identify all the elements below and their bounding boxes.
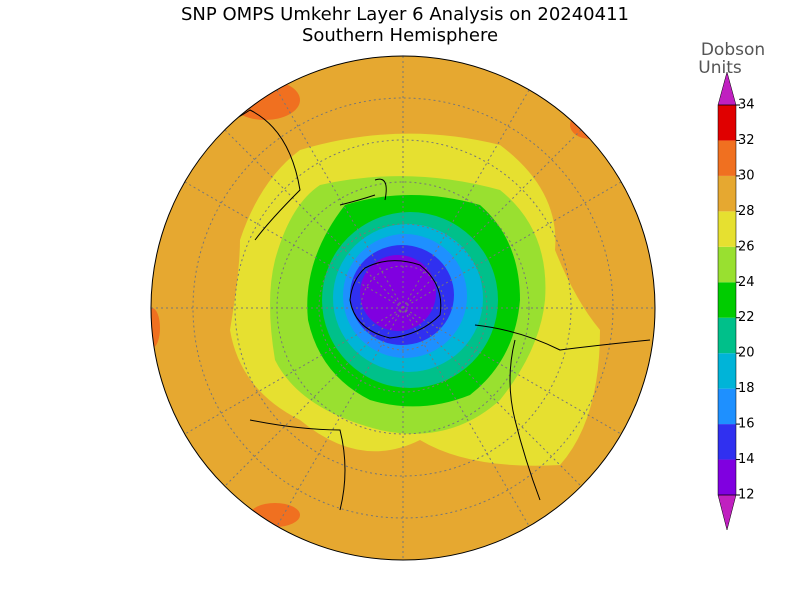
colorbar-tick-label: 20: [738, 346, 755, 361]
colorbar-bin: [718, 459, 736, 495]
colorbar-bin: [718, 140, 736, 176]
colorbar-bin: [718, 105, 736, 141]
colorbar-bin: [718, 175, 736, 212]
colorbar-tick-label: 32: [738, 133, 755, 148]
colorbar-tick-label: 22: [738, 310, 755, 325]
colorbar-tick-label: 34: [738, 98, 755, 113]
colorbar-bin: [718, 388, 736, 425]
coastline: [179, 109, 651, 511]
subtitle: Southern Hemisphere: [302, 25, 498, 46]
colorbar-bin: [718, 282, 736, 318]
map-border: [150, 55, 656, 561]
colorbar-bin: [718, 211, 736, 247]
colorbar-label: Units: [698, 58, 742, 78]
colorbar-tick-label: 12: [738, 488, 755, 503]
colorbar-tick-label: 26: [738, 239, 755, 254]
colorbar-tick-label: 28: [738, 204, 755, 219]
title: SNP OMPS Umkehr Layer 6 Analysis on 2024…: [181, 4, 629, 25]
graticule: [151, 56, 655, 560]
colorbar-frame: [717, 104, 737, 496]
colorbar-tick-label: 24: [738, 275, 755, 290]
contour: [230, 80, 300, 120]
map: [151, 56, 655, 560]
colorbar-label: Dobson: [701, 40, 765, 60]
colorbar-bin: [718, 424, 736, 460]
colorbar-under: [717, 494, 737, 531]
colorbar-bin: [718, 353, 736, 389]
contour: [360, 255, 436, 331]
colorbar-bin: [718, 317, 736, 354]
colorbar-tick-label: 14: [738, 452, 755, 467]
colorbar-bin: [718, 246, 736, 283]
colorbar-tick-label: 16: [738, 417, 755, 432]
contour: [250, 503, 300, 527]
colorbar-tick-label: 18: [738, 381, 755, 396]
colorbar-tick-label: 30: [738, 168, 755, 183]
